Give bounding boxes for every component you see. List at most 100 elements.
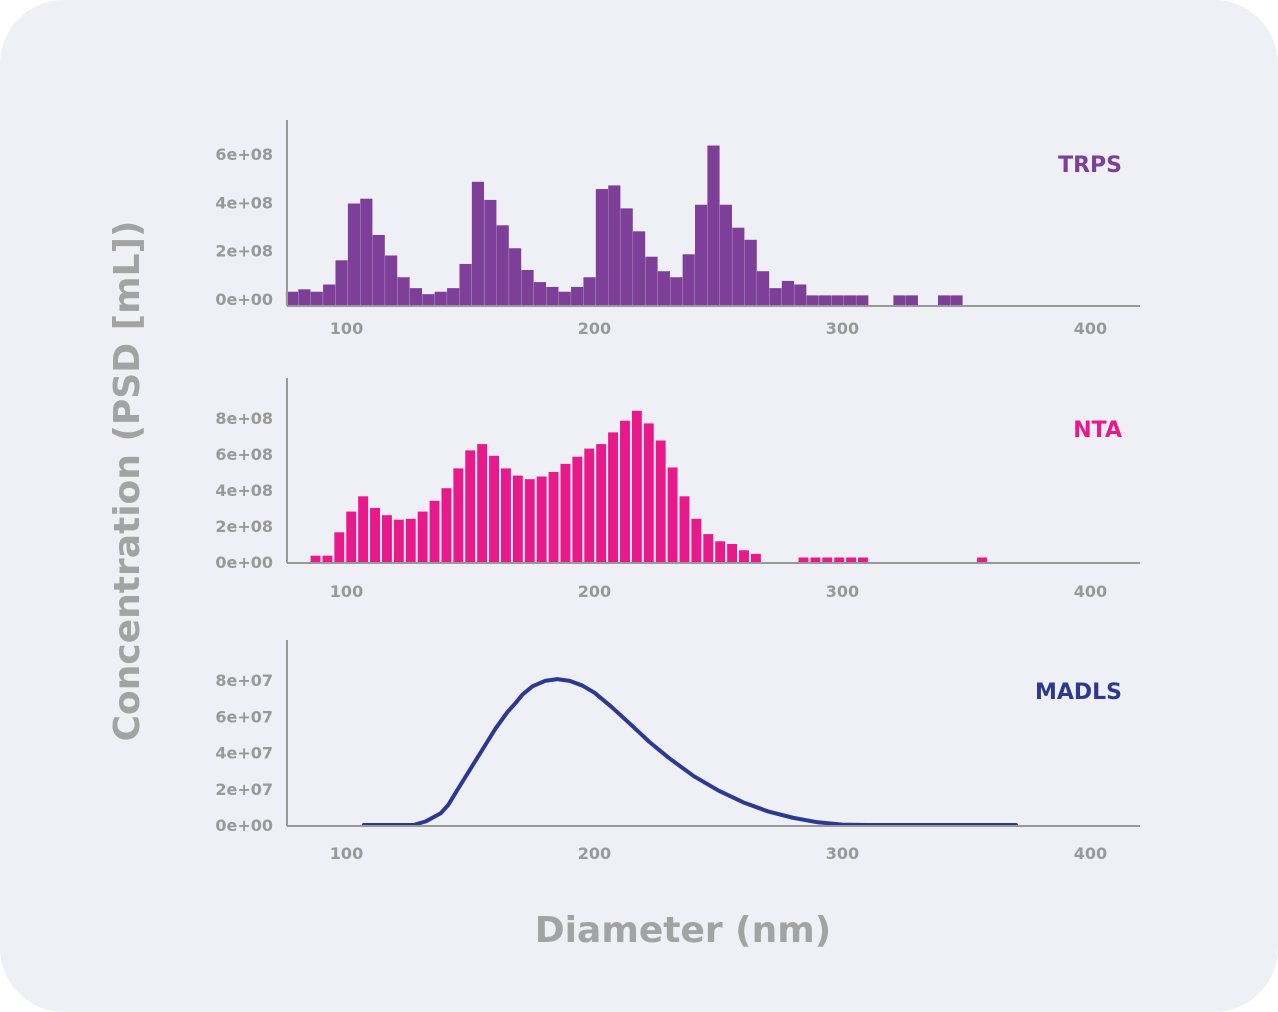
bar (285, 291, 299, 305)
bar (453, 468, 464, 562)
bar (584, 448, 595, 562)
panel-trps: 0e+00 2e+08 4e+08 6e+08 100 200 300 400 TRPS (215, 120, 1140, 338)
bar (905, 295, 918, 306)
y-tick-label: 2e+08 (215, 517, 273, 536)
bar (489, 455, 500, 562)
bar (645, 256, 658, 305)
bar (360, 198, 373, 305)
bar (335, 260, 348, 305)
bar (843, 295, 856, 306)
bar (595, 189, 608, 305)
bar (819, 295, 832, 306)
bar (465, 450, 476, 562)
bar (358, 496, 369, 562)
bar (810, 557, 821, 562)
y-tick-label: 6e+07 (215, 707, 273, 726)
x-tick-label: 400 (1074, 319, 1107, 338)
bar (715, 541, 726, 562)
bar (670, 277, 683, 305)
bar (572, 456, 583, 562)
y-axis-title: Concentration (PSD [mL]) (107, 221, 148, 742)
bar (643, 423, 654, 562)
bar (695, 204, 708, 305)
bar (536, 476, 547, 562)
bar (512, 475, 523, 562)
bar (323, 284, 336, 305)
bar (856, 295, 869, 306)
x-tick-label: 100 (330, 582, 363, 601)
bar (858, 557, 868, 562)
bar (560, 463, 571, 562)
x-tick-label: 100 (330, 844, 363, 863)
panel-nta: 0e+00 2e+08 4e+08 6e+08 8e+08 100 200 300 400 N… (215, 378, 1140, 601)
bar (347, 203, 361, 305)
bar (950, 295, 963, 306)
bar (667, 467, 678, 562)
bar (739, 550, 749, 562)
bar (655, 440, 666, 562)
bar (769, 288, 782, 306)
bar (441, 488, 452, 562)
bar (334, 532, 345, 562)
bar (346, 511, 357, 562)
y-tick-label: 2e+07 (215, 780, 273, 799)
y-tick-label: 2e+08 (215, 242, 273, 261)
series-line (361, 677, 1019, 827)
y-tick-label: 8e+07 (215, 671, 273, 690)
bar (806, 295, 819, 306)
bar (509, 248, 522, 305)
bar (822, 557, 833, 562)
bar (434, 291, 447, 305)
panel-madls: 0e+00 2e+07 4e+07 6e+07 8e+07 100 200 300 400 M… (215, 640, 1140, 863)
bar (732, 227, 745, 305)
bar (381, 515, 392, 562)
y-tick-label: 0e+00 (215, 816, 273, 835)
bar (546, 286, 559, 305)
bar (459, 263, 472, 305)
bar (750, 553, 761, 562)
bar (757, 271, 770, 305)
x-tick-label: 300 (826, 319, 859, 338)
bar (719, 204, 732, 305)
bar (393, 519, 404, 562)
bar (372, 234, 385, 305)
bar (596, 444, 607, 562)
x-tick-label: 200 (578, 319, 611, 338)
bar (310, 555, 321, 562)
x-axis-title: Diameter (nm) (535, 910, 831, 951)
bar (846, 557, 857, 562)
bar (521, 270, 534, 305)
bar (405, 518, 416, 562)
bar (484, 199, 497, 305)
bar (794, 284, 807, 305)
y-tick-label: 4e+08 (215, 481, 273, 500)
y-tick-label: 6e+08 (215, 445, 273, 464)
bar (583, 277, 596, 305)
bar (429, 500, 440, 562)
y-tick-label: 8e+08 (215, 409, 273, 428)
y-tick-label: 0e+00 (215, 553, 273, 572)
bar (298, 289, 311, 305)
y-tick-label: 6e+08 (215, 145, 273, 164)
bar (370, 508, 380, 562)
y-tick-label: 4e+08 (215, 193, 273, 212)
bar (977, 557, 988, 562)
bar (385, 255, 398, 305)
x-tick-label: 200 (578, 844, 611, 863)
x-tick-label: 300 (826, 844, 859, 863)
y-tick-label: 4e+07 (215, 744, 273, 763)
bar (524, 479, 535, 562)
bar (608, 432, 619, 562)
bar (727, 544, 738, 562)
bar (422, 294, 435, 305)
bar (608, 185, 621, 305)
bar (533, 282, 546, 305)
bar (322, 555, 333, 562)
panel-label: MADLS (1035, 680, 1122, 705)
bar (620, 208, 633, 306)
bar (496, 225, 509, 305)
bar (500, 468, 511, 562)
bar (471, 181, 485, 305)
